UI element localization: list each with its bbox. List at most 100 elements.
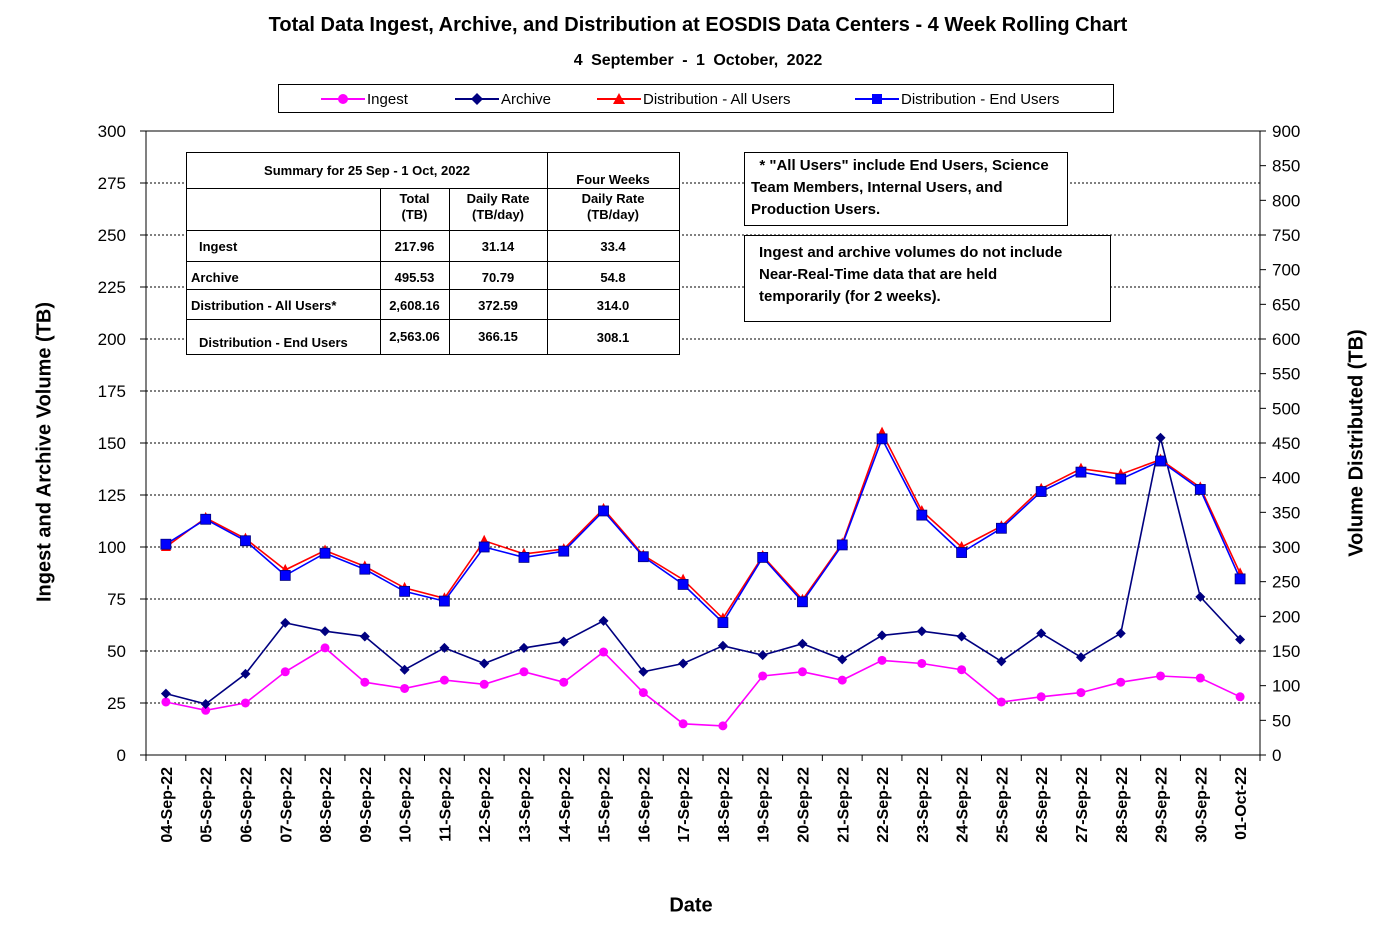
data-point-archive	[558, 636, 569, 647]
data-point-ingest	[678, 719, 688, 729]
x-tick-label: 08-Sep-22	[318, 767, 335, 843]
legend-item-archive: Archive	[455, 89, 551, 109]
legend-label-dist-end: Distribution - End Users	[901, 90, 1060, 108]
col-fw-header-2: (TB/day)	[587, 207, 639, 222]
col-rate-header-1: Daily Rate	[466, 191, 530, 206]
data-point-dist-end	[200, 513, 212, 525]
y-tick-label: 275	[98, 174, 126, 193]
data-point-dist-end	[160, 538, 172, 550]
data-point-ingest	[519, 667, 529, 677]
data-point-dist-end	[438, 595, 450, 607]
data-point-dist-end	[836, 539, 848, 551]
y2-tick-label: 0	[1272, 746, 1281, 765]
x-tick-label: 28-Sep-22	[1114, 767, 1131, 843]
x-tick-label: 22-Sep-22	[875, 767, 892, 843]
x-axis-title: Date	[669, 894, 713, 917]
data-point-archive	[479, 658, 490, 669]
data-point-ingest	[797, 667, 807, 677]
y-tick-label: 200	[98, 330, 126, 349]
y2-tick-label: 250	[1272, 573, 1300, 592]
data-point-archive	[1195, 591, 1206, 602]
data-point-dist-end	[757, 552, 769, 563]
data-point-dist-end	[876, 433, 888, 445]
data-point-ingest	[1195, 673, 1205, 683]
y-tick-label: 175	[98, 382, 126, 401]
data-point-dist-end	[1115, 473, 1127, 485]
data-point-archive	[996, 656, 1007, 667]
row-rate-dist-end: 366.15	[478, 329, 518, 344]
chart-subtitle: 4 September - 1 October, 2022	[573, 52, 823, 69]
x-tick-label: 29-Sep-22	[1154, 767, 1171, 843]
col-rate-header-2: (TB/day)	[472, 207, 524, 222]
data-point-archive	[399, 664, 410, 675]
y2-tick-label: 650	[1272, 295, 1300, 314]
x-tick-label: 18-Sep-22	[716, 767, 733, 843]
data-point-dist-end	[1155, 455, 1166, 467]
col-fw-header-1: Daily Rate	[581, 191, 645, 206]
note1-line-2: Team Members, Internal Users, and	[751, 179, 1003, 196]
data-point-archive	[359, 631, 370, 642]
legend-label-archive: Archive	[501, 90, 552, 108]
x-tick-label: 10-Sep-22	[398, 767, 415, 843]
y-axis-title: Ingest and Archive Volume (TB)	[33, 301, 56, 603]
data-point-ingest	[1036, 692, 1046, 702]
legend-item-ingest: Ingest	[321, 89, 408, 109]
series-line-1	[165, 437, 1241, 705]
data-point-dist-end	[995, 522, 1007, 534]
y2-tick-label: 50	[1272, 711, 1291, 730]
data-point-archive	[200, 699, 211, 710]
y2-tick-label: 400	[1272, 469, 1300, 488]
data-point-dist-end	[717, 617, 729, 628]
data-point-dist-end	[558, 545, 570, 557]
data-point-ingest	[320, 643, 330, 653]
row-label-dist-all: Distribution - All Users*	[191, 298, 337, 313]
row-total-ingest: 217.96	[394, 239, 435, 254]
x-tick-label: 16-Sep-22	[636, 767, 653, 843]
y2-tick-label: 850	[1272, 157, 1300, 176]
row-label-ingest: Ingest	[199, 239, 238, 254]
y-tick-label: 125	[98, 486, 126, 505]
y2-tick-label: 550	[1272, 365, 1300, 384]
x-tick-label: 25-Sep-22	[994, 767, 1011, 843]
data-point-dist-end	[240, 535, 251, 547]
y-tick-label: 25	[107, 694, 126, 713]
data-point-ingest	[957, 665, 967, 675]
y2-tick-label: 200	[1272, 607, 1300, 626]
data-point-dist-end	[1075, 466, 1087, 478]
data-point-archive	[240, 668, 251, 679]
data-point-archive	[1075, 652, 1086, 663]
data-point-dist-end	[637, 551, 649, 563]
data-point-archive	[598, 615, 609, 626]
data-point-ingest	[1235, 692, 1245, 702]
y2-tick-label: 600	[1272, 330, 1300, 349]
summary-table: Summary for 25 Sep - 1 Oct, 2022 Four We…	[186, 152, 680, 355]
data-point-ingest	[1116, 677, 1126, 687]
note2-line-2: Near-Real-Time data that are held	[759, 266, 998, 283]
data-point-archive	[638, 666, 649, 677]
data-point-dist-end	[797, 596, 808, 608]
dist-all-marker-icon	[597, 93, 641, 104]
data-point-archive	[518, 642, 529, 653]
x-tick-label: 23-Sep-22	[915, 767, 932, 843]
data-point-ingest	[1076, 688, 1086, 698]
legend-item-dist-all: Distribution - All Users	[597, 89, 791, 109]
series-line-2	[165, 430, 1241, 620]
data-point-ingest	[161, 697, 171, 707]
summary-four-weeks: Four Weeks	[576, 172, 650, 187]
data-point-ingest	[917, 658, 927, 668]
y2-axis-title: Volume Distributed (TB)	[1345, 329, 1368, 557]
data-point-ingest	[996, 697, 1006, 707]
series-line-0	[165, 646, 1241, 727]
data-point-ingest	[638, 688, 648, 698]
data-point-dist-end	[1234, 573, 1246, 585]
data-point-ingest	[877, 655, 887, 665]
data-point-dist-end	[598, 505, 609, 517]
data-point-ingest	[240, 698, 250, 708]
data-point-archive	[320, 626, 331, 637]
x-tick-label: 20-Sep-22	[795, 767, 812, 843]
data-point-dist-end	[478, 541, 490, 553]
data-point-archive	[678, 658, 689, 669]
legend-label-dist-all: Distribution - All Users	[643, 90, 791, 108]
data-point-ingest	[758, 671, 768, 681]
summary-title: Summary for 25 Sep - 1 Oct, 2022	[264, 163, 470, 178]
